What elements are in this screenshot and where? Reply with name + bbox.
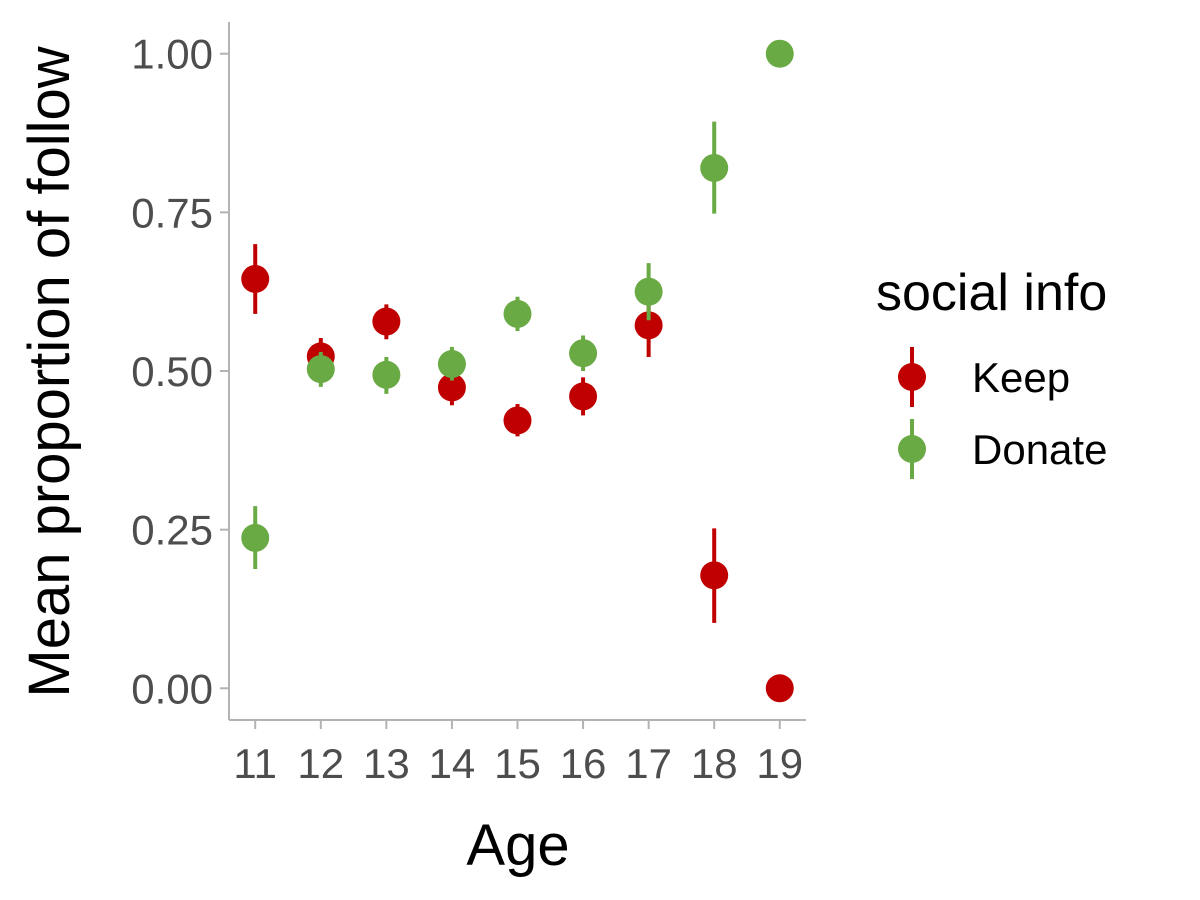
legend-item-donate: Donate xyxy=(898,419,1107,479)
series-donate xyxy=(241,39,794,569)
x-tick-label: 15 xyxy=(494,740,541,787)
x-tick-label: 17 xyxy=(625,740,672,787)
x-tick-label: 12 xyxy=(297,740,344,787)
data-point xyxy=(569,382,598,411)
data-point xyxy=(437,350,466,379)
y-tick-label: 0.25 xyxy=(131,507,213,554)
legend-items: Keep Donate xyxy=(898,347,1107,479)
x-tick-label: 18 xyxy=(691,740,738,787)
x-axis-title: Age xyxy=(466,813,569,878)
x-tick-label: 13 xyxy=(363,740,410,787)
data-point xyxy=(241,523,270,552)
x-tick-label: 14 xyxy=(429,740,476,787)
data-point xyxy=(569,339,598,368)
y-tick-label: 1.00 xyxy=(131,31,213,78)
data-point xyxy=(634,277,663,306)
data-marks xyxy=(241,39,794,703)
legend-item-keep: Keep xyxy=(898,347,1070,407)
y-axis-title: Mean proportion of follow xyxy=(17,45,82,697)
x-tick-label: 16 xyxy=(560,740,607,787)
data-point xyxy=(765,39,794,68)
data-point xyxy=(765,674,794,703)
data-point xyxy=(372,360,401,389)
legend-label: Keep xyxy=(972,354,1070,401)
y-tick-label: 0.75 xyxy=(131,189,213,236)
data-point xyxy=(306,355,335,384)
series-keep xyxy=(241,244,794,703)
x-tick-label: 11 xyxy=(233,740,277,787)
y-tick-label: 0.50 xyxy=(131,348,213,395)
legend-key-point xyxy=(898,363,926,391)
data-point xyxy=(700,561,729,590)
data-point xyxy=(372,307,401,336)
legend: social info Keep Donate xyxy=(876,264,1107,479)
y-tick-label: 0.00 xyxy=(131,665,213,712)
data-point xyxy=(241,264,270,293)
legend-label: Donate xyxy=(972,426,1107,473)
data-point xyxy=(700,153,729,182)
data-point xyxy=(634,311,663,340)
x-tick-label: 19 xyxy=(756,740,803,787)
legend-title: social info xyxy=(876,264,1107,322)
legend-key-point xyxy=(898,435,926,463)
data-point xyxy=(503,299,532,328)
data-point xyxy=(503,406,532,435)
data-point xyxy=(437,373,466,402)
x-axis-ticks: 11 12 13 14 15 16 17 18 19 xyxy=(233,720,803,787)
y-axis-ticks: 0.00 0.25 0.50 0.75 1.00 xyxy=(131,31,229,712)
